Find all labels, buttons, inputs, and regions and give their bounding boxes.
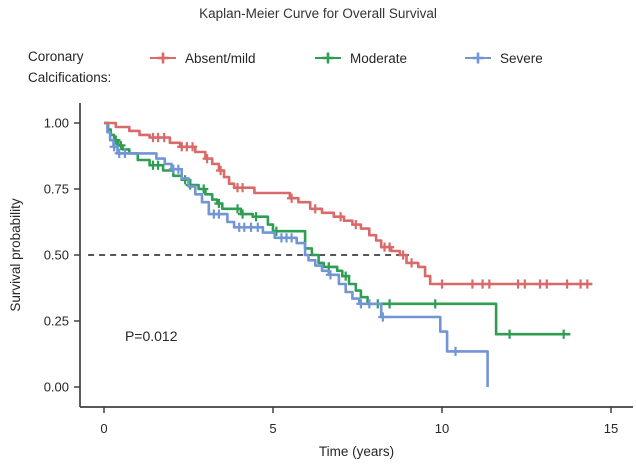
legend-entry-severe: Severe [463, 48, 543, 68]
chart-title: Kaplan-Meier Curve for Overall Survival [199, 6, 437, 21]
y-axis-tick-label: 0.75 [44, 182, 69, 197]
y-axis-tick-label: 1.00 [44, 116, 69, 131]
x-axis-tick-label: 15 [604, 421, 618, 436]
x-axis-tick-label: 5 [269, 421, 276, 436]
x-axis-tick-label: 0 [100, 421, 107, 436]
legend-label-severe: Severe [500, 50, 543, 66]
km-curve-absent-mild [104, 121, 593, 286]
legend-label-moderate: Moderate [350, 50, 408, 66]
legend-entry-moderate: Moderate [313, 48, 407, 68]
km-curve-moderate [104, 121, 571, 336]
cross-line-marker-icon [315, 52, 341, 64]
p-value-annotation: P=0.012 [125, 328, 178, 344]
legend-entry-absent-mild: Absent/mild [148, 48, 256, 68]
legend-title-line2: Calcifications: [28, 70, 112, 85]
x-axis-tick-label: 10 [435, 421, 449, 436]
cross-line-marker-icon [150, 52, 176, 64]
y-axis-tick-label: 0.00 [44, 380, 69, 395]
y-axis-label: Survival probability [8, 198, 23, 312]
legend-label-absent-mild: Absent/mild [185, 50, 256, 66]
legend-title-line1: Coronary [28, 49, 84, 64]
y-axis-tick-label: 0.50 [44, 248, 69, 263]
legend-title: Coronary Calcifications: [28, 46, 146, 88]
km-curve-severe [104, 121, 489, 387]
x-axis-label: Time (years) [319, 444, 394, 459]
y-axis-tick-label: 0.25 [44, 314, 69, 329]
cross-line-marker-icon [465, 52, 491, 64]
